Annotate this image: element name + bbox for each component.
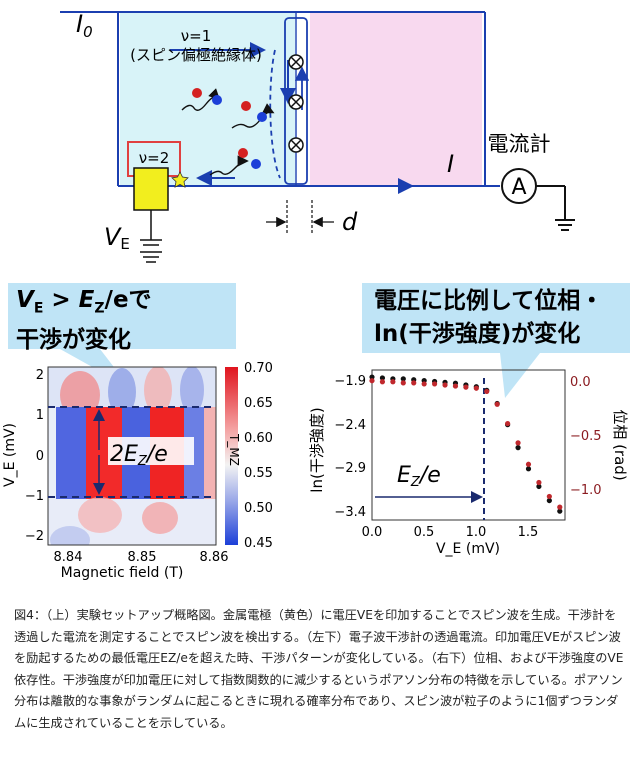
- scatter-point: [557, 508, 563, 514]
- ve-label: VE: [104, 223, 130, 253]
- scatter-ylabel-right: 位相 (rad): [611, 409, 629, 480]
- colorbar-tick: 0.60: [244, 431, 273, 446]
- callout-left-line1: VE > EZ/eで: [16, 287, 152, 317]
- heatmap-colorbar: [225, 367, 238, 545]
- scatter-point: [515, 445, 521, 451]
- scatter-x-ticks: 0.0 0.5 1.0 1.5: [362, 525, 539, 540]
- scatter-point: [379, 379, 386, 385]
- scatter-point: [546, 497, 552, 504]
- callout-right-line1: 電圧に比例して位相・: [374, 288, 604, 314]
- spin-wave-particles: [181, 88, 275, 176]
- heatmap-annotation: 2EZ/e: [110, 442, 168, 469]
- callout-left-line2: 干渉が変化: [16, 326, 131, 353]
- callout-left: VE > EZ/eで 干渉が変化: [8, 283, 236, 353]
- scatter-ylabel-left: ln(干渉強度): [308, 407, 326, 492]
- field-into-page-icon: [288, 54, 304, 153]
- scatter-point: [515, 440, 521, 446]
- ammeter-label: 電流計: [488, 132, 551, 156]
- scatter-y-tick: −3.4: [334, 505, 366, 520]
- scatter-plot-area: [371, 369, 566, 521]
- scatter-point: [400, 376, 406, 382]
- d-label: d: [342, 208, 358, 236]
- figure-caption: 図4：（上）実験セットアップ概略図。金属電極（黄色）に電圧VEを印加することでス…: [14, 608, 624, 730]
- scatter-y-tick: −2.4: [334, 418, 366, 433]
- scatter-point: [546, 493, 552, 500]
- metal-electrode: [133, 167, 169, 211]
- scatter-point: [525, 461, 532, 467]
- heatmap-xlabel: Magnetic field (T): [61, 565, 184, 581]
- scatter-point: [421, 381, 427, 387]
- scatter-x-tick: 1.5: [518, 525, 539, 540]
- scatter-point: [536, 479, 542, 486]
- heatmap-chart: 2EZ/e 2 1 0 −1 −2 8.84 8.85 8.86 Magneti…: [2, 361, 273, 581]
- scatter-point: [369, 378, 375, 384]
- colorbar-tick: 0.50: [244, 501, 273, 516]
- scatter-y-right-ticks: 0.0 −0.5 −1.0: [570, 375, 602, 498]
- heatmap-x-tick: 8.86: [200, 550, 229, 565]
- scatter-point: [411, 380, 417, 386]
- heatmap-x-tick: 8.85: [128, 550, 157, 565]
- callout-right-line2: ln(干渉強度)が変化: [374, 321, 581, 347]
- colorbar-tick: 0.45: [244, 536, 273, 551]
- scatter-point: [369, 374, 375, 380]
- scatter-y-tick: −1.9: [334, 374, 366, 389]
- phase-intensity-chart: EZ/e −1.9 −2.4 −2.9 −3.4 0.0 −0.5 −1.0 0…: [308, 369, 629, 557]
- nu2-label: ν=2: [139, 149, 170, 167]
- scatter-y-right-tick: −1.0: [570, 483, 602, 498]
- heatmap-ylabel: V_E (mV): [2, 423, 18, 487]
- colorbar-ticks: 0.70 0.65 0.60 0.55 0.50 0.45: [244, 361, 273, 551]
- colorbar-tick: 0.65: [244, 396, 273, 411]
- figure: I0 ν=1 (スピン偏極絶縁体) ν=2 電流計 A I VE d: [2, 10, 629, 581]
- scatter-point: [463, 384, 469, 390]
- scatter-point: [536, 483, 542, 490]
- i0-label: I0: [76, 10, 93, 41]
- scatter-x-tick: 0.0: [362, 525, 383, 540]
- nu1-label: ν=1: [181, 27, 212, 45]
- heatmap-y-ticks: 2 1 0 −1 −2: [25, 368, 44, 544]
- colorbar-tick: 0.70: [244, 361, 273, 376]
- heatmap-y-tick: −2: [25, 529, 44, 544]
- scatter-point: [494, 401, 500, 407]
- scatter-x-tick: 1.0: [466, 525, 487, 540]
- spin-polarized-region: [120, 12, 295, 186]
- scatter-point: [390, 379, 396, 385]
- heatmap-y-tick: 1: [36, 408, 44, 423]
- scatter-point: [431, 381, 438, 387]
- scatter-annotation: EZ/e: [397, 463, 441, 490]
- heatmap-y-tick: 2: [36, 368, 44, 383]
- callout-right-pointer: [500, 353, 540, 398]
- scatter-x-tick: 0.5: [414, 525, 435, 540]
- current-label: I: [447, 150, 454, 178]
- colorbar-tick: 0.55: [244, 466, 273, 481]
- callout-right: 電圧に比例して位相・ ln(干渉強度)が変化: [362, 283, 630, 353]
- scatter-y-tick: −2.9: [334, 461, 366, 476]
- spark-star-icon: [171, 171, 189, 188]
- pink-region: [310, 12, 482, 186]
- scatter-y-right-tick: 0.0: [570, 375, 591, 390]
- heatmap-x-ticks: 8.84 8.85 8.86: [54, 550, 229, 565]
- scatter-xlabel: V_E (mV): [436, 541, 500, 557]
- ammeter-symbol: A: [511, 175, 526, 200]
- scatter-point: [484, 388, 490, 395]
- setup-schematic: I0 ν=1 (スピン偏極絶縁体) ν=2 電流計 A I VE d: [60, 10, 575, 263]
- scatter-y-left-ticks: −1.9 −2.4 −2.9 −3.4: [334, 374, 366, 520]
- scatter-point: [557, 504, 563, 510]
- heatmap-y-tick: −1: [25, 489, 44, 504]
- scatter-point: [473, 385, 479, 391]
- scatter-point: [400, 380, 406, 386]
- scatter-point: [379, 375, 386, 381]
- nu1-description: (スピン偏極絶縁体): [130, 46, 262, 64]
- scatter-point: [452, 383, 459, 389]
- scatter-y-right-tick: −0.5: [570, 429, 602, 444]
- scatter-series: [369, 374, 563, 514]
- colorbar-label: T_MZ: [227, 433, 241, 466]
- scatter-point: [525, 466, 532, 472]
- heatmap-y-tick: 0: [36, 449, 44, 464]
- heatmap-x-tick: 8.84: [54, 550, 83, 565]
- scatter-point: [505, 420, 511, 427]
- scatter-point: [442, 382, 448, 388]
